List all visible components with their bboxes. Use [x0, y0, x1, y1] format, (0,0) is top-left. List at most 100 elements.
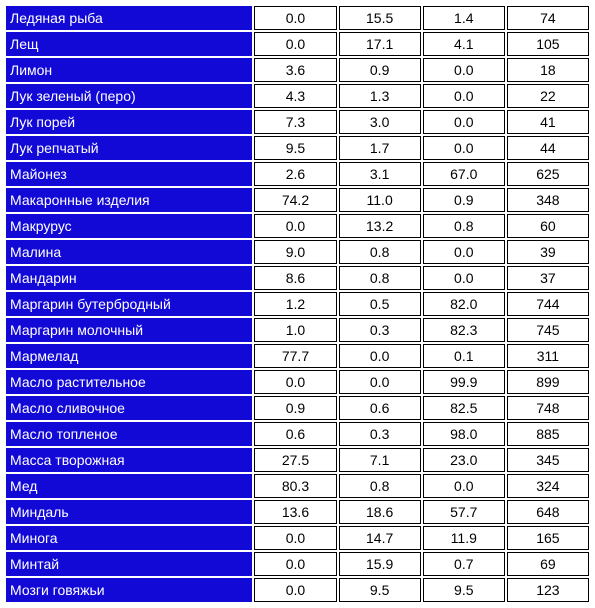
table-row: Лук порей7.33.00.041 — [6, 110, 589, 134]
value-cell: 67.0 — [423, 162, 505, 186]
value-cell: 77.7 — [254, 344, 336, 368]
value-cell: 0.8 — [339, 474, 421, 498]
value-cell: 37 — [507, 266, 589, 290]
value-cell: 648 — [507, 500, 589, 524]
table-row: Лук зеленый (перо)4.31.30.022 — [6, 84, 589, 108]
food-name: Ледяная рыба — [6, 6, 252, 30]
table-row: Минтай0.015.90.769 — [6, 552, 589, 576]
table-row: Масло сливочное0.90.682.5748 — [6, 396, 589, 420]
value-cell: 39 — [507, 240, 589, 264]
table-row: Масло топленое0.60.398.0885 — [6, 422, 589, 446]
food-name: Мармелад — [6, 344, 252, 368]
value-cell: 18 — [507, 58, 589, 82]
table-row: Ледяная рыба0.015.51.474 — [6, 6, 589, 30]
value-cell: 348 — [507, 188, 589, 212]
value-cell: 0.9 — [254, 396, 336, 420]
value-cell: 9.5 — [254, 136, 336, 160]
table-row: Мармелад77.70.00.1311 — [6, 344, 589, 368]
value-cell: 15.5 — [339, 6, 421, 30]
food-name: Минога — [6, 526, 252, 550]
value-cell: 74.2 — [254, 188, 336, 212]
table-row: Минога0.014.711.9165 — [6, 526, 589, 550]
table-row: Мозги говяжьи0.09.59.5123 — [6, 578, 589, 602]
value-cell: 0.0 — [423, 474, 505, 498]
value-cell: 0.8 — [339, 266, 421, 290]
food-name: Лук порей — [6, 110, 252, 134]
value-cell: 0.6 — [254, 422, 336, 446]
food-name: Макрурус — [6, 214, 252, 238]
value-cell: 1.7 — [339, 136, 421, 160]
food-name: Масло сливочное — [6, 396, 252, 420]
value-cell: 0.0 — [423, 136, 505, 160]
value-cell: 105 — [507, 32, 589, 56]
value-cell: 3.6 — [254, 58, 336, 82]
table-row: Малина9.00.80.039 — [6, 240, 589, 264]
value-cell: 0.9 — [339, 58, 421, 82]
value-cell: 748 — [507, 396, 589, 420]
table-row: Мед80.30.80.0324 — [6, 474, 589, 498]
value-cell: 9.5 — [339, 578, 421, 602]
value-cell: 0.5 — [339, 292, 421, 316]
food-name: Малина — [6, 240, 252, 264]
value-cell: 22 — [507, 84, 589, 108]
nutrition-table: Ледяная рыба0.015.51.474Лещ0.017.14.1105… — [4, 4, 591, 604]
table-row: Лимон3.60.90.018 — [6, 58, 589, 82]
value-cell: 74 — [507, 6, 589, 30]
value-cell: 13.2 — [339, 214, 421, 238]
value-cell: 0.0 — [423, 58, 505, 82]
value-cell: 7.3 — [254, 110, 336, 134]
value-cell: 11.0 — [339, 188, 421, 212]
value-cell: 41 — [507, 110, 589, 134]
value-cell: 9.0 — [254, 240, 336, 264]
value-cell: 82.5 — [423, 396, 505, 420]
food-name: Макаронные изделия — [6, 188, 252, 212]
value-cell: 0.0 — [254, 552, 336, 576]
value-cell: 311 — [507, 344, 589, 368]
value-cell: 3.0 — [339, 110, 421, 134]
food-name: Масса творожная — [6, 448, 252, 472]
value-cell: 69 — [507, 552, 589, 576]
value-cell: 0.0 — [254, 370, 336, 394]
value-cell: 0.1 — [423, 344, 505, 368]
value-cell: 0.0 — [254, 214, 336, 238]
table-row: Маргарин молочный1.00.382.3745 — [6, 318, 589, 342]
value-cell: 625 — [507, 162, 589, 186]
value-cell: 0.0 — [423, 84, 505, 108]
value-cell: 0.0 — [254, 32, 336, 56]
value-cell: 13.6 — [254, 500, 336, 524]
food-name: Мед — [6, 474, 252, 498]
food-name: Лук зеленый (перо) — [6, 84, 252, 108]
value-cell: 98.0 — [423, 422, 505, 446]
value-cell: 1.4 — [423, 6, 505, 30]
value-cell: 23.0 — [423, 448, 505, 472]
value-cell: 9.5 — [423, 578, 505, 602]
food-name: Лимон — [6, 58, 252, 82]
table-row: Макрурус0.013.20.860 — [6, 214, 589, 238]
food-name: Маргарин молочный — [6, 318, 252, 342]
value-cell: 744 — [507, 292, 589, 316]
value-cell: 885 — [507, 422, 589, 446]
value-cell: 1.0 — [254, 318, 336, 342]
value-cell: 0.0 — [423, 266, 505, 290]
table-row: Майонез2.63.167.0625 — [6, 162, 589, 186]
table-row: Лещ0.017.14.1105 — [6, 32, 589, 56]
food-name: Масло растительное — [6, 370, 252, 394]
table-row: Макаронные изделия74.211.00.9348 — [6, 188, 589, 212]
food-name: Лещ — [6, 32, 252, 56]
value-cell: 44 — [507, 136, 589, 160]
value-cell: 7.1 — [339, 448, 421, 472]
value-cell: 0.0 — [339, 344, 421, 368]
table-row: Лук репчатый9.51.70.044 — [6, 136, 589, 160]
food-name: Лук репчатый — [6, 136, 252, 160]
table-row: Маргарин бутербродный1.20.582.0744 — [6, 292, 589, 316]
value-cell: 0.0 — [339, 370, 421, 394]
value-cell: 14.7 — [339, 526, 421, 550]
table-row: Миндаль13.618.657.7648 — [6, 500, 589, 524]
value-cell: 0.0 — [254, 6, 336, 30]
value-cell: 123 — [507, 578, 589, 602]
value-cell: 0.3 — [339, 422, 421, 446]
value-cell: 0.0 — [254, 526, 336, 550]
food-name: Майонез — [6, 162, 252, 186]
value-cell: 0.8 — [423, 214, 505, 238]
food-name: Мозги говяжьи — [6, 578, 252, 602]
